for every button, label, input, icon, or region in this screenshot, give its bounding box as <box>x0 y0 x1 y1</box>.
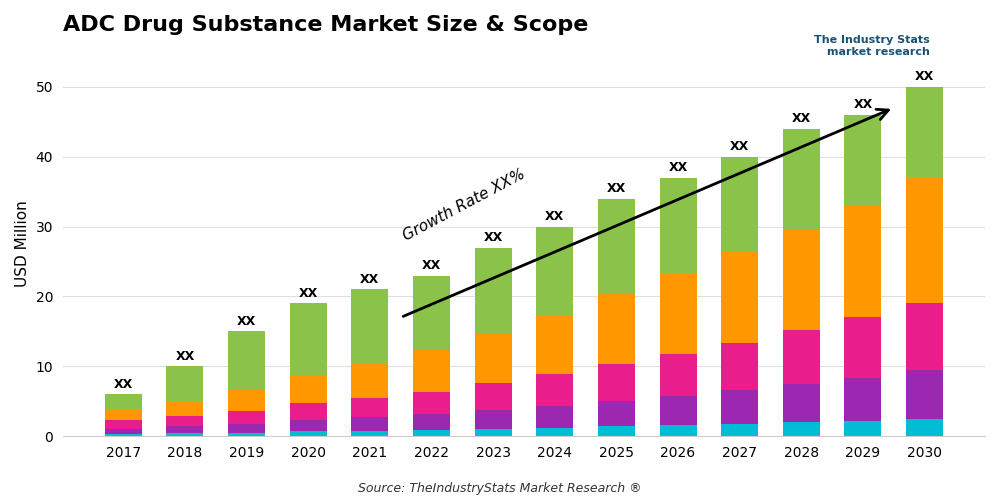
Text: XX: XX <box>422 259 441 272</box>
Bar <box>721 342 758 390</box>
Bar <box>783 128 820 228</box>
Text: XX: XX <box>175 350 195 363</box>
Text: XX: XX <box>114 378 133 391</box>
Bar <box>721 424 758 436</box>
Bar <box>351 363 388 398</box>
Bar <box>906 178 943 304</box>
Text: XX: XX <box>915 70 934 84</box>
Bar <box>413 276 450 349</box>
Bar <box>105 394 142 409</box>
Bar <box>783 228 820 330</box>
Bar <box>413 350 450 392</box>
Bar <box>536 314 573 374</box>
Bar <box>228 411 265 424</box>
Text: The Industry Stats
market research: The Industry Stats market research <box>814 35 930 56</box>
Bar <box>290 404 327 419</box>
Bar <box>844 421 881 436</box>
Bar <box>228 424 265 433</box>
Bar <box>105 410 142 420</box>
Text: ADC Drug Substance Market Size & Scope: ADC Drug Substance Market Size & Scope <box>63 15 588 35</box>
Bar <box>166 426 203 434</box>
Bar <box>844 378 881 421</box>
Bar <box>844 205 881 317</box>
Text: XX: XX <box>730 140 749 153</box>
Text: XX: XX <box>237 315 256 328</box>
Bar <box>290 420 327 432</box>
Bar <box>536 374 573 406</box>
Bar <box>475 410 512 430</box>
Bar <box>906 87 943 178</box>
Bar <box>660 178 697 274</box>
Bar <box>228 390 265 411</box>
Text: Growth Rate XX%: Growth Rate XX% <box>401 166 528 244</box>
Bar <box>598 426 635 436</box>
Bar <box>598 364 635 401</box>
Bar <box>660 425 697 436</box>
Bar <box>351 416 388 430</box>
Bar <box>536 226 573 314</box>
Bar <box>783 330 820 384</box>
Bar <box>105 420 142 428</box>
Bar <box>413 414 450 430</box>
Bar <box>475 248 512 334</box>
Text: XX: XX <box>360 273 379 286</box>
Bar <box>660 354 697 396</box>
Bar <box>166 402 203 416</box>
Bar <box>844 114 881 205</box>
Bar <box>228 332 265 390</box>
Text: Source: TheIndustryStats Market Research ®: Source: TheIndustryStats Market Research… <box>358 482 642 495</box>
Bar <box>351 290 388 363</box>
Bar <box>166 416 203 426</box>
Bar <box>105 434 142 436</box>
Bar <box>906 304 943 370</box>
Text: XX: XX <box>792 112 811 125</box>
Bar <box>906 419 943 436</box>
Bar <box>290 304 327 376</box>
Text: XX: XX <box>299 287 318 300</box>
Bar <box>475 334 512 383</box>
Bar <box>536 428 573 436</box>
Bar <box>721 252 758 342</box>
Bar <box>660 274 697 354</box>
Bar <box>844 317 881 378</box>
Bar <box>598 400 635 426</box>
Bar <box>783 384 820 422</box>
Bar <box>475 430 512 436</box>
Bar <box>475 383 512 409</box>
Text: XX: XX <box>853 98 873 111</box>
Bar <box>105 428 142 434</box>
Bar <box>598 294 635 364</box>
Bar <box>413 430 450 436</box>
Bar <box>906 370 943 419</box>
Bar <box>536 406 573 428</box>
Bar <box>290 376 327 404</box>
Bar <box>166 366 203 402</box>
Text: XX: XX <box>668 161 688 174</box>
Bar <box>783 422 820 436</box>
Text: XX: XX <box>545 210 564 223</box>
Text: XX: XX <box>607 182 626 195</box>
Bar <box>598 198 635 294</box>
Text: XX: XX <box>484 231 503 244</box>
Bar <box>351 430 388 436</box>
Bar <box>660 396 697 425</box>
Bar <box>228 433 265 436</box>
Bar <box>721 156 758 252</box>
Bar <box>290 432 327 436</box>
Bar <box>721 390 758 424</box>
Bar <box>413 392 450 414</box>
Y-axis label: USD Million: USD Million <box>15 200 30 288</box>
Bar <box>351 398 388 416</box>
Bar <box>166 434 203 436</box>
